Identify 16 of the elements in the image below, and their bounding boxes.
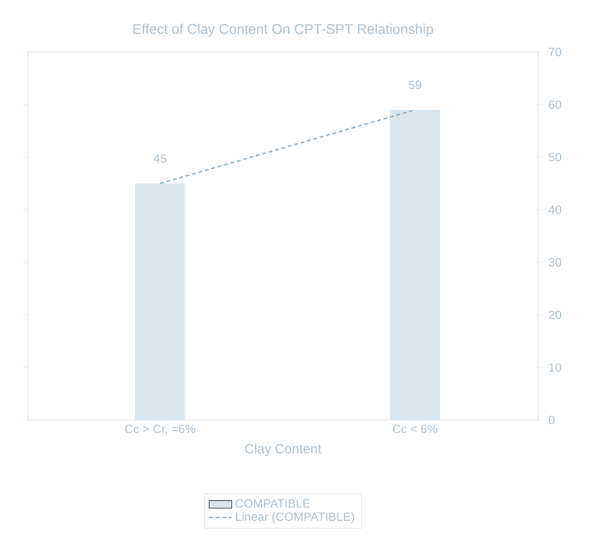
y-tick-label: 70: [548, 48, 562, 56]
legend-label: COMPATIBLE: [236, 499, 310, 508]
y-tick-label: 0: [548, 416, 555, 424]
y-tick-label: 10: [549, 363, 562, 372]
data-label: 45: [154, 154, 166, 163]
y-tick-label: 60: [548, 100, 562, 109]
y-tick-label: 30: [548, 258, 562, 267]
data-label: 59: [408, 80, 422, 90]
x-tick-label: Cc < 6%: [392, 424, 438, 434]
chart-title: Effect of Clay Content On CPT-SPT Relationship: [133, 24, 434, 37]
y-tick-label: 50: [548, 152, 562, 162]
y-tick-label: 20: [548, 310, 562, 320]
legend-label: Linear (COMPATIBLE): [236, 512, 354, 524]
x-tick-label: Cc > Cr, =6%: [125, 424, 196, 435]
x-axis-title: Clay Content: [245, 444, 322, 456]
y-tick-label: 40: [548, 205, 562, 214]
